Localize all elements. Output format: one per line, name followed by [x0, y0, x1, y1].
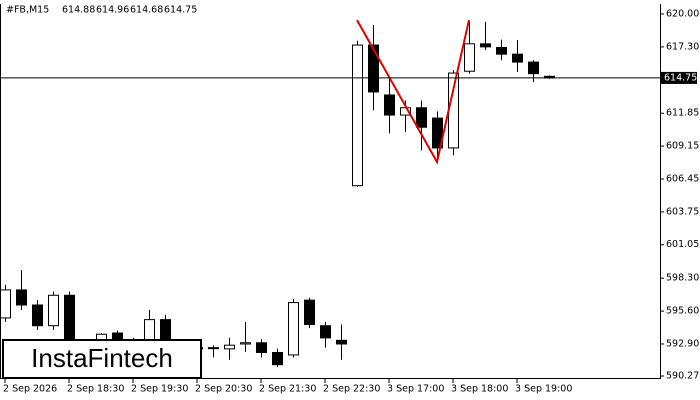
y-tick-label: 590.27 — [666, 371, 699, 382]
candle-body — [464, 43, 475, 72]
candle-body — [352, 44, 363, 187]
y-tick-label: 592.90 — [666, 338, 699, 349]
candle-body — [288, 302, 299, 356]
candle-body — [336, 339, 347, 345]
candle-body — [384, 94, 395, 116]
x-tick-label: 3 Sep 17:00 — [387, 384, 444, 395]
logo-box — [2, 339, 202, 379]
ohlc-value: 614.96 — [96, 5, 129, 16]
candle-body — [368, 44, 379, 93]
ohlc-value: 614.68 — [130, 5, 163, 16]
x-tick-label: 3 Sep 18:00 — [451, 384, 508, 395]
y-tick-label: 620.00 — [666, 8, 699, 19]
x-tick-label: 3 Sep 19:00 — [515, 384, 572, 395]
x-tick-label: 2 Sep 19:30 — [131, 384, 188, 395]
x-tick-label: 2 Sep 20:30 — [195, 384, 252, 395]
y-tick-label: 595.60 — [666, 306, 699, 317]
candle-body — [512, 53, 523, 63]
x-tick-label: 2 Sep 21:30 — [259, 384, 316, 395]
candle-body — [48, 294, 59, 327]
candle-body — [208, 347, 219, 350]
x-tick-label: 2 Sep 18:30 — [67, 384, 124, 395]
candle-body — [0, 289, 11, 319]
y-tick-label: 617.30 — [666, 41, 699, 52]
logo: InstaFintech — [31, 343, 173, 373]
candle-body — [32, 304, 43, 327]
chart-title: #FB,M15 — [6, 5, 49, 16]
ohlc-value: 614.75 — [164, 5, 197, 16]
candle-body — [320, 325, 331, 339]
candle-body — [496, 46, 507, 55]
candle-body — [64, 294, 75, 344]
y-tick-label: 606.45 — [666, 173, 699, 184]
price-label-box — [661, 71, 697, 84]
y-tick-label: 611.85 — [666, 108, 699, 119]
candle-body — [16, 289, 27, 306]
candle-body — [240, 342, 251, 345]
candle-body — [480, 43, 491, 48]
candle-body — [304, 299, 315, 325]
ohlc-value: 614.88 — [62, 5, 95, 16]
x-tick-label: 2 Sep 2026 — [3, 384, 57, 395]
candle-body — [224, 344, 235, 350]
candle-body — [272, 352, 283, 366]
y-tick-label: 609.15 — [666, 141, 699, 152]
price-label: 614.75 — [664, 72, 697, 83]
y-tick-label: 601.05 — [666, 239, 699, 250]
y-tick-label: 603.75 — [666, 206, 699, 217]
pattern-line — [356, 19, 470, 165]
y-tick-label: 598.30 — [666, 273, 699, 284]
candle-body — [528, 61, 539, 75]
candle-body — [256, 342, 267, 354]
candle-body — [416, 107, 427, 128]
x-tick-label: 2 Sep 22:30 — [323, 384, 380, 395]
